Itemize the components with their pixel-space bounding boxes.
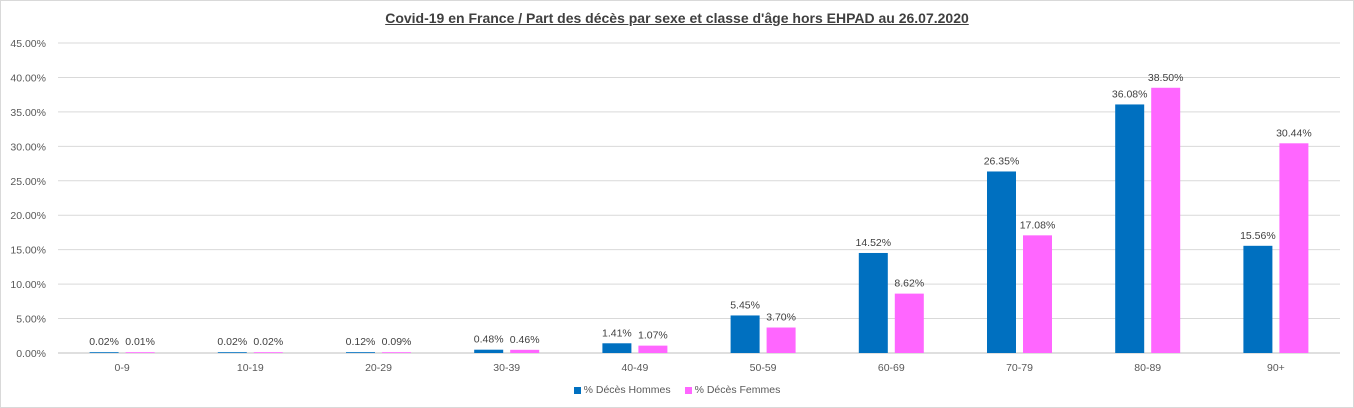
data-label: 36.08% xyxy=(1112,88,1148,100)
bar-femmes xyxy=(510,349,540,353)
bar-femmes xyxy=(894,293,924,353)
x-tick-label: 80-89 xyxy=(1134,362,1161,374)
bar-hommes xyxy=(987,171,1016,353)
legend-item: % Décès Hommes xyxy=(573,384,671,396)
data-label: 5.45% xyxy=(730,299,760,311)
bar-hommes xyxy=(474,349,504,353)
data-label: 26.35% xyxy=(984,155,1020,167)
bar-femmes xyxy=(638,345,668,353)
legend-swatch xyxy=(573,386,581,394)
data-label: 0.46% xyxy=(510,334,540,346)
x-tick-label: 20-29 xyxy=(365,362,392,374)
data-label: 0.12% xyxy=(346,336,376,348)
bar-hommes xyxy=(1243,245,1273,353)
bar-femmes xyxy=(1151,87,1181,354)
legend-item: % Décès Femmes xyxy=(684,384,781,396)
legend-label: % Décès Hommes xyxy=(583,384,671,396)
bar-hommes xyxy=(346,352,375,353)
bar-hommes xyxy=(858,252,888,353)
bar-hommes xyxy=(602,343,632,353)
data-label: 0.02% xyxy=(217,336,247,348)
y-tick-label: 25.00% xyxy=(10,176,46,188)
x-tick-label: 30-39 xyxy=(493,362,520,374)
y-tick-label: 15.00% xyxy=(10,245,46,257)
bar-femmes xyxy=(1279,143,1309,353)
bar-femmes xyxy=(766,327,796,353)
data-label: 0.48% xyxy=(474,334,504,346)
x-tick-label: 10-19 xyxy=(237,362,264,374)
y-tick-label: 5.00% xyxy=(16,314,46,326)
y-tick-label: 0.00% xyxy=(16,348,46,360)
data-label: 0.02% xyxy=(253,336,283,348)
x-tick-label: 70-79 xyxy=(1006,362,1033,374)
data-label: 15.56% xyxy=(1240,230,1276,242)
legend-label: % Décès Femmes xyxy=(694,384,781,396)
data-label: 17.08% xyxy=(1020,219,1056,231)
data-label: 3.70% xyxy=(766,312,796,324)
chart-title: Covid-19 en France / Part des décès par … xyxy=(385,10,969,26)
data-label: 30.44% xyxy=(1276,127,1312,139)
y-tick-label: 10.00% xyxy=(10,279,46,291)
data-label: 0.01% xyxy=(125,336,155,348)
chart-legend: % Décès Hommes % Décès Femmes xyxy=(0,384,1354,396)
x-tick-label: 90+ xyxy=(1267,362,1285,374)
bar-femmes xyxy=(253,352,283,353)
data-label: 14.52% xyxy=(855,237,891,249)
x-tick-label: 60-69 xyxy=(878,362,905,374)
y-tick-label: 45.00% xyxy=(10,38,46,50)
bar-femmes xyxy=(1023,235,1052,353)
bar-chart: 0.00% 5.00% 10.00% 15.00% 20.00% 25.00% 30.00%… xyxy=(10,38,1340,374)
data-label: 0.09% xyxy=(382,336,412,348)
y-tick-label: 30.00% xyxy=(10,141,46,153)
y-tick-label: 35.00% xyxy=(10,107,46,119)
bar-hommes xyxy=(89,352,119,353)
bar-femmes xyxy=(125,352,155,353)
legend-swatch xyxy=(684,386,692,394)
data-label: 0.02% xyxy=(89,336,119,348)
x-tick-label: 0-9 xyxy=(115,362,130,374)
y-tick-label: 40.00% xyxy=(10,72,46,84)
data-label: 1.41% xyxy=(602,327,632,339)
bar-hommes xyxy=(217,352,247,353)
bar-hommes xyxy=(730,315,760,353)
bar-femmes xyxy=(382,352,411,353)
bar-hommes xyxy=(1115,104,1145,354)
x-tick-label: 50-59 xyxy=(750,362,777,374)
data-label: 38.50% xyxy=(1148,72,1184,84)
x-tick-label: 40-49 xyxy=(621,362,648,374)
y-tick-label: 20.00% xyxy=(10,210,46,222)
data-label: 1.07% xyxy=(638,330,668,342)
data-label: 8.62% xyxy=(894,278,924,290)
